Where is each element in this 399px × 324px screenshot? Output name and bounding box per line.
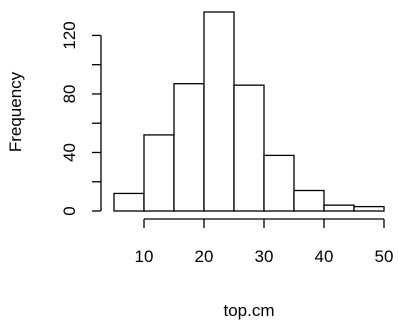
histogram-bar	[263, 154, 295, 212]
x-tick-label: 50	[375, 247, 394, 266]
y-axis-label: Frequency	[6, 71, 25, 152]
histogram-bar	[113, 192, 145, 212]
x-tick-label: 20	[195, 247, 214, 266]
y-tick-label: 120	[60, 21, 79, 49]
x-axis-label: top.cm	[223, 301, 274, 320]
histogram-bar	[323, 204, 355, 212]
histogram-bar	[173, 83, 205, 212]
x-tick-label: 40	[315, 247, 334, 266]
histogram-bar	[143, 134, 175, 212]
y-tick-label: 0	[60, 206, 79, 215]
x-tick-label: 30	[255, 247, 274, 266]
y-axis: 0 40 80 120	[60, 21, 102, 216]
histogram-bar	[293, 189, 325, 212]
x-axis: 10 20 30 40 50	[135, 218, 394, 266]
histogram-bar	[353, 205, 385, 212]
histogram-bar	[203, 11, 235, 212]
y-tick-label: 40	[60, 143, 79, 162]
y-tick-label: 80	[60, 84, 79, 103]
histogram-bar	[233, 84, 265, 212]
histogram-bars	[113, 11, 385, 212]
x-tick-label: 10	[135, 247, 154, 266]
